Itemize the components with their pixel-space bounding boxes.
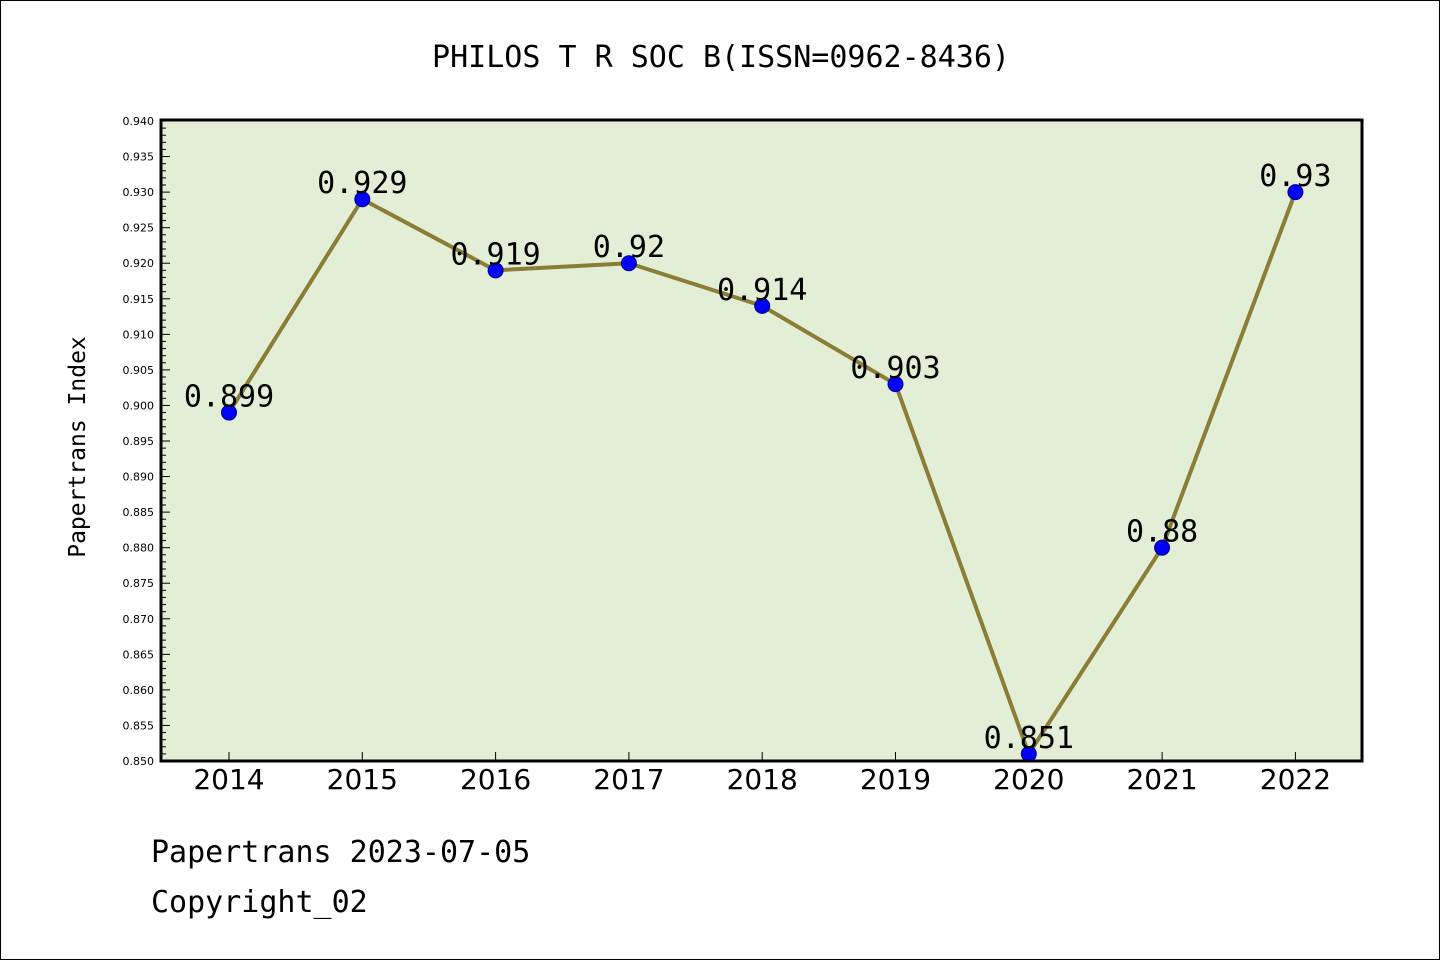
plot-area bbox=[161, 120, 1362, 761]
y-tick-label: 0.910 bbox=[123, 328, 155, 341]
y-tick-label: 0.860 bbox=[123, 684, 155, 697]
chart-title: PHILOS T R SOC B(ISSN=0962-8436) bbox=[432, 40, 1010, 75]
y-tick-label: 0.880 bbox=[123, 542, 155, 555]
y-tick-label: 0.920 bbox=[123, 257, 155, 270]
plot-frame bbox=[159, 118, 1364, 763]
data-point bbox=[1287, 184, 1304, 201]
y-tick-label: 0.895 bbox=[123, 435, 155, 448]
y-tick-label: 0.875 bbox=[123, 577, 155, 590]
data-point bbox=[620, 255, 637, 272]
data-point bbox=[887, 376, 904, 393]
x-tick-label: 2014 bbox=[193, 763, 264, 796]
y-tick-label: 0.885 bbox=[123, 506, 155, 519]
y-tick-label: 0.905 bbox=[123, 364, 155, 377]
data-label: 0.93 bbox=[1259, 159, 1331, 194]
footer-date-line: Papertrans 2023-07-05 bbox=[151, 835, 531, 870]
y-tick-label: 0.900 bbox=[123, 399, 155, 412]
x-tick-label: 2019 bbox=[860, 763, 931, 796]
data-point bbox=[487, 262, 504, 279]
data-point bbox=[1154, 539, 1171, 556]
data-point bbox=[754, 297, 771, 314]
data-label: 0.92 bbox=[593, 230, 665, 265]
data-label: 0.899 bbox=[184, 380, 274, 415]
data-label: 0.88 bbox=[1126, 515, 1198, 550]
y-axis-label: Papertrans Index bbox=[65, 336, 91, 558]
x-tick-label: 2018 bbox=[727, 763, 798, 796]
x-tick-label: 2016 bbox=[460, 763, 531, 796]
y-tick-label: 0.890 bbox=[123, 471, 155, 484]
y-tick-label: 0.935 bbox=[123, 151, 155, 164]
data-point bbox=[354, 191, 371, 208]
data-label: 0.914 bbox=[717, 273, 807, 308]
y-tick-label: 0.925 bbox=[123, 222, 155, 235]
y-tick-label: 0.850 bbox=[123, 755, 155, 768]
x-tick-label: 2020 bbox=[993, 763, 1064, 796]
x-tick-label: 2017 bbox=[593, 763, 664, 796]
data-label: 0.929 bbox=[317, 166, 407, 201]
y-tick-label: 0.930 bbox=[123, 186, 155, 199]
x-tick-label: 2015 bbox=[327, 763, 398, 796]
y-tick-label: 0.855 bbox=[123, 719, 155, 732]
footer-copyright-line: Copyright_02 bbox=[151, 885, 368, 920]
y-tick-label: 0.915 bbox=[123, 293, 155, 306]
x-tick-label: 2022 bbox=[1260, 763, 1331, 796]
data-label: 0.919 bbox=[450, 237, 540, 272]
data-label: 0.903 bbox=[850, 351, 940, 386]
y-tick-label: 0.940 bbox=[123, 115, 155, 128]
y-tick-label: 0.870 bbox=[123, 613, 155, 626]
x-tick-label: 2021 bbox=[1126, 763, 1197, 796]
y-tick-label: 0.865 bbox=[123, 648, 155, 661]
data-point bbox=[221, 404, 237, 421]
data-label: 0.851 bbox=[984, 721, 1074, 756]
